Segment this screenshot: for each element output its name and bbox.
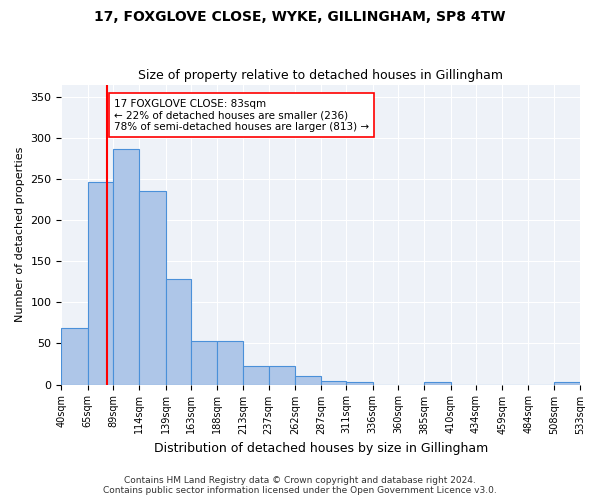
- Bar: [191, 341, 217, 384]
- Bar: [346, 382, 373, 384]
- Bar: [321, 382, 346, 384]
- Text: 17, FOXGLOVE CLOSE, WYKE, GILLINGHAM, SP8 4TW: 17, FOXGLOVE CLOSE, WYKE, GILLINGHAM, SP…: [94, 10, 506, 24]
- Bar: [554, 382, 580, 384]
- Bar: [269, 366, 295, 384]
- Text: 17 FOXGLOVE CLOSE: 83sqm
← 22% of detached houses are smaller (236)
78% of semi-: 17 FOXGLOVE CLOSE: 83sqm ← 22% of detach…: [114, 98, 369, 132]
- Bar: [61, 328, 88, 384]
- Bar: [166, 280, 191, 384]
- X-axis label: Distribution of detached houses by size in Gillingham: Distribution of detached houses by size …: [154, 442, 488, 455]
- Bar: [88, 182, 113, 384]
- Y-axis label: Number of detached properties: Number of detached properties: [15, 147, 25, 322]
- Bar: [217, 341, 244, 384]
- Bar: [295, 376, 321, 384]
- Bar: [424, 382, 451, 384]
- Text: Contains HM Land Registry data © Crown copyright and database right 2024.
Contai: Contains HM Land Registry data © Crown c…: [103, 476, 497, 495]
- Bar: [113, 148, 139, 384]
- Title: Size of property relative to detached houses in Gillingham: Size of property relative to detached ho…: [138, 69, 503, 82]
- Bar: [139, 192, 166, 384]
- Bar: [244, 366, 269, 384]
